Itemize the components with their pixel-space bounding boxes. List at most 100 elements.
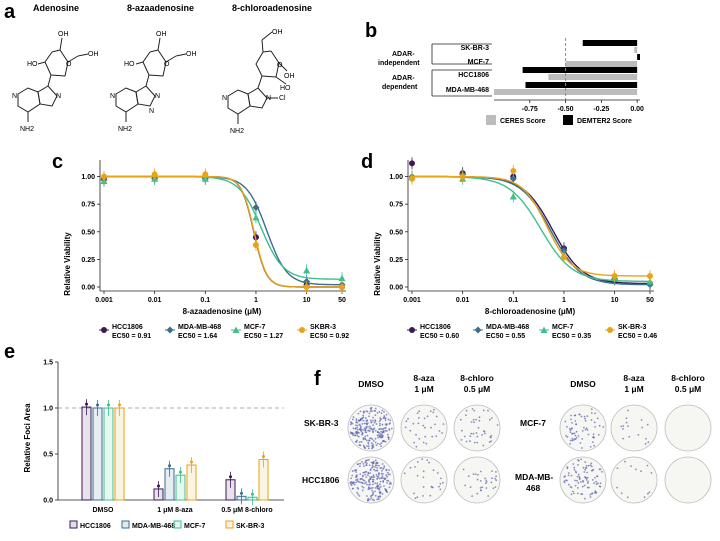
d-ylabel: Relative Viability [373,232,382,296]
colony-foci [426,415,429,418]
colony-foci [413,441,415,444]
colony-foci [359,429,362,432]
colony-foci [585,479,588,481]
atom-n-2: N [12,93,17,100]
molecule-title-azaadenosine: 8-azaadenosine [127,3,194,13]
panel-f-dishes [347,404,712,504]
culture-dish [453,404,501,452]
colony-foci [374,429,377,432]
colony-foci [367,472,370,475]
colony-foci [379,428,381,430]
colony-foci [367,488,370,490]
colony-foci [385,474,388,477]
colony-foci [581,430,584,432]
colony-foci [355,420,358,422]
colony-foci [379,480,382,483]
colony-foci [576,492,579,495]
colony-foci [591,479,594,481]
colony-foci [575,436,578,439]
data-point [647,272,653,279]
colony-foci [487,495,490,497]
colony-foci [357,419,360,422]
colony-foci [376,462,379,465]
colony-foci [365,481,367,484]
colony-foci [622,425,625,427]
colony-foci [363,479,366,482]
colony-foci [405,420,408,423]
colony-foci [374,441,377,444]
e-replicate-point [118,403,121,407]
colony-foci [485,487,488,489]
ytick-label: 0.00 [389,285,403,292]
colony-foci [489,418,491,421]
colony-foci [355,432,358,435]
c-ylabel: Relative Viability [63,232,72,296]
colony-foci [465,409,468,412]
colony-foci [385,488,388,491]
colony-foci [380,472,383,475]
e-legend-swatch [121,520,130,529]
colony-foci [381,434,384,437]
colony-foci [422,424,425,427]
colony-foci [434,423,436,426]
colony-foci [584,461,587,464]
chloroadenosine-structure [227,31,288,124]
data-point [303,266,311,274]
data-point [202,171,209,178]
colony-foci [381,493,384,495]
colony-foci [422,441,425,444]
xtick-label: 50 [338,297,346,304]
f-col-chloro-left: 8-chloro [460,373,494,383]
colony-foci [379,419,382,421]
panel-b-legend: CERES Score DEMTER2 Score [486,115,632,125]
legend-name: HCC1806 [420,324,451,331]
colony-foci [583,415,586,418]
colony-foci [381,431,384,433]
colony-foci [372,416,374,419]
colony-foci [485,479,488,482]
panel-d-plot: 0.00 0.25 0.50 0.75 1.00 0.001 0.01 0.1 1 10 50 [389,157,654,304]
colony-foci [380,412,383,415]
colony-foci [349,431,352,434]
colony-foci [380,477,383,479]
e-replicate-point [168,464,171,468]
colony-foci [389,481,392,484]
colony-foci [593,444,595,447]
fit-curve-mcf-7 [104,175,342,280]
colony-foci [372,443,374,446]
colony-foci [439,482,442,485]
atom-oh-3: OH [156,31,167,38]
colony-foci [593,421,596,424]
colony-foci [369,410,372,413]
colony-foci [441,432,443,434]
colony-foci [364,435,367,438]
colony-foci [377,436,380,439]
e-replicate-point [229,475,232,479]
colony-foci [469,486,472,488]
b-xtick-label: 0.00 [630,106,644,113]
colony-foci [431,486,434,489]
colony-foci [409,466,412,469]
colony-foci [589,493,592,496]
colony-foci [566,436,569,438]
colony-foci [575,423,578,426]
colony-foci [646,423,649,426]
colony-foci [388,429,391,431]
colony-foci [378,488,381,491]
colony-foci [352,432,355,435]
colony-foci [365,459,367,462]
xtick-label: 0.1 [200,297,210,304]
e-legend-swatch [225,520,234,529]
colony-foci [586,429,589,431]
b-bar [494,89,638,95]
colony-foci [581,485,584,488]
colony-foci [383,411,385,413]
colony-foci [491,470,493,472]
culture-dish [664,456,712,504]
colony-foci [568,483,570,486]
colony-foci [362,414,365,417]
colony-foci [422,476,425,479]
colony-foci [381,409,384,412]
colony-foci [371,447,374,450]
